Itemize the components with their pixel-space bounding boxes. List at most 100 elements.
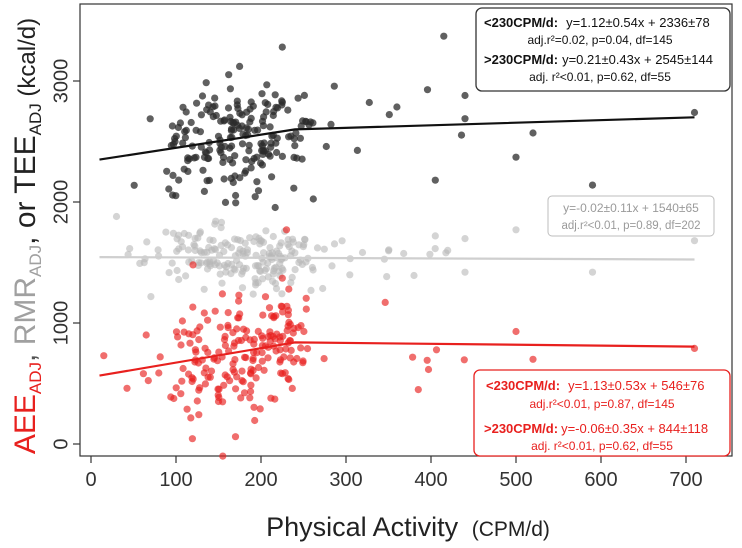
tee-point <box>423 86 432 94</box>
rmr-point <box>319 284 327 293</box>
rmr-point <box>264 273 272 281</box>
aee-point <box>195 386 203 394</box>
aee-point <box>174 333 182 341</box>
rmr-point <box>261 266 269 275</box>
aee-point <box>258 349 266 357</box>
rmr-point <box>309 266 317 274</box>
tee-point <box>254 187 263 195</box>
aee-point <box>247 381 255 389</box>
aee-point <box>246 336 254 344</box>
tee-point <box>227 174 235 182</box>
aee-point <box>215 348 223 356</box>
rmr-point <box>320 245 328 253</box>
aee-point <box>256 405 264 413</box>
tee-point <box>184 167 192 175</box>
x-tick-label: 400 <box>414 469 447 491</box>
rmr-point <box>238 284 247 292</box>
rmr-point <box>278 290 286 298</box>
tee-point <box>266 123 274 131</box>
aee-point <box>424 365 433 374</box>
tee-point <box>278 43 286 51</box>
aee-point <box>512 327 520 336</box>
rmr-point <box>206 236 214 244</box>
aee-point <box>283 327 291 335</box>
aee-point <box>229 360 237 368</box>
tee-point <box>231 152 239 160</box>
svg-text:>230CPM/d:y=-0.06±0.35x + 844±: >230CPM/d: y=-0.06±0.35x + 844±118 <box>484 421 708 436</box>
tee-point <box>431 176 439 184</box>
tee-point <box>199 166 207 174</box>
tee-point <box>299 117 307 125</box>
y-axis-ticks: 0 1000 2000 3000 <box>50 59 80 450</box>
x-axis-ticks: 0 100 200 300 400 500 600 700 <box>85 456 703 491</box>
aee-point <box>249 356 257 365</box>
rmr-point <box>195 259 203 267</box>
tee-point <box>292 129 300 137</box>
tee-point <box>290 135 298 143</box>
aee-point <box>282 226 291 234</box>
aee-point <box>139 370 147 378</box>
tee-point <box>245 147 253 155</box>
aee-point <box>231 433 240 441</box>
tee-point <box>174 123 182 132</box>
tee-point <box>271 91 279 99</box>
aee-point <box>258 357 266 365</box>
rmr-point <box>222 268 230 276</box>
aee-point <box>287 346 295 354</box>
rmr-point <box>358 248 367 257</box>
tee-point <box>588 181 597 189</box>
aee-gt230-label: >230CPM/d: <box>484 421 558 436</box>
tee-point <box>204 154 212 163</box>
aee-point <box>277 302 285 310</box>
aee-point <box>232 385 240 393</box>
rmr-point <box>227 244 236 252</box>
aee-point <box>261 293 270 301</box>
rmr-point <box>512 226 520 234</box>
y-label-aee-sub: ADJ <box>26 362 45 394</box>
tee-point <box>217 143 225 151</box>
tee-point <box>298 155 306 163</box>
aee-point <box>206 373 214 381</box>
tee-point <box>457 131 466 139</box>
aee-point <box>235 297 243 305</box>
aee-point <box>409 353 417 361</box>
aee-point <box>211 307 219 315</box>
tee-point <box>232 199 240 207</box>
tee-point <box>201 148 209 156</box>
tee-point <box>169 191 177 199</box>
y-tick-label: 3000 <box>50 59 72 104</box>
y-label-unit: (kcal/d) <box>14 18 41 103</box>
rmr-point <box>431 232 439 240</box>
rmr-point <box>444 246 452 254</box>
aee-point <box>100 352 108 360</box>
aee-point <box>202 364 210 372</box>
tee-lt230-stats: adj.r²=0.02, p=0.04, df=145 <box>527 33 672 47</box>
tee-point <box>202 79 210 87</box>
tee-point <box>262 108 270 116</box>
rmr-point <box>211 261 219 269</box>
x-tick-label: 200 <box>244 469 277 491</box>
tee-point <box>251 126 259 134</box>
aee-point <box>224 324 232 332</box>
tee-point <box>230 126 238 134</box>
y-label-tee-sub: ADJ <box>26 103 45 135</box>
rmr-point <box>238 270 246 278</box>
rmr-point <box>273 247 281 255</box>
tee-point <box>242 167 250 175</box>
rmr-point <box>588 268 597 276</box>
tee-point <box>291 142 299 150</box>
rmr-point <box>196 229 204 237</box>
rmr-eq: y=-0.02±0.11x + 1540±65 <box>563 201 699 215</box>
aee-point <box>300 327 308 336</box>
aee-point <box>170 394 178 403</box>
tee-point <box>259 122 267 130</box>
tee-point <box>212 111 220 120</box>
tee-point <box>385 111 393 119</box>
svg-text:<230CPM/d:y=1.12±0.54x + 2336±: <230CPM/d: y=1.12±0.54x + 2336±78 <box>484 15 710 30</box>
tee-point <box>242 156 250 164</box>
rmr-point <box>203 265 212 273</box>
tee-point <box>253 153 261 161</box>
tee-point <box>278 98 286 106</box>
fit-lines-layer <box>99 116 695 377</box>
